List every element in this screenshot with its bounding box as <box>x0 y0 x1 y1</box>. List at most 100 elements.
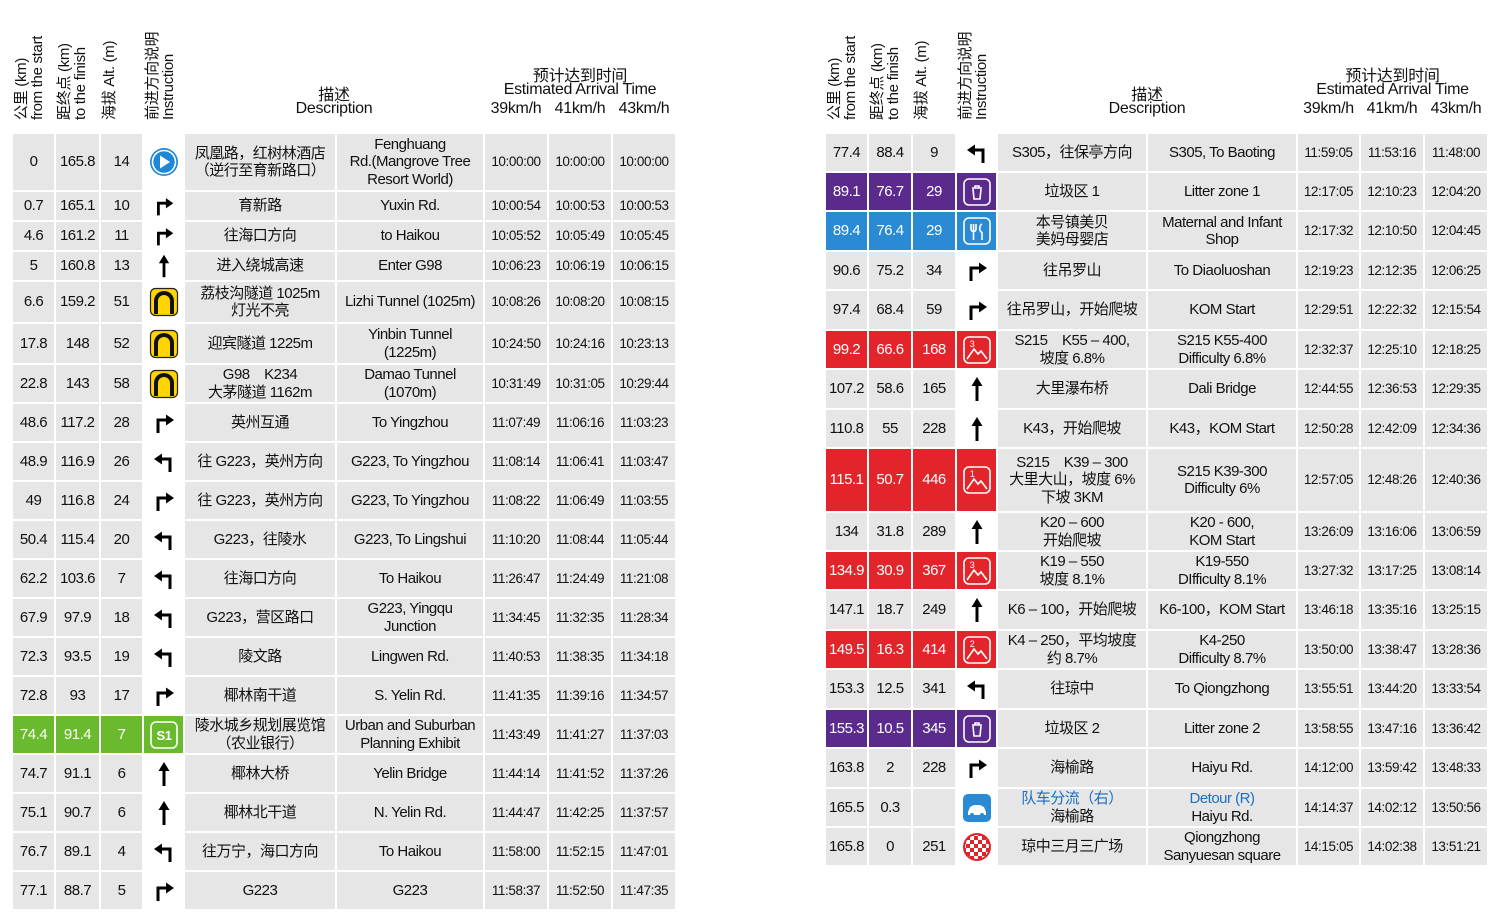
cell: G223, Yingqu Junction <box>337 599 483 636</box>
cell: K19 – 550 坡度 8.1% <box>998 552 1146 589</box>
cell: 58.6 <box>869 370 911 408</box>
icon-part <box>153 453 162 464</box>
arrival-time: 10:31:05 <box>555 375 605 391</box>
cell: 11:58:37 <box>485 872 547 909</box>
icon-part <box>160 535 171 550</box>
km: 4.6 <box>23 227 44 245</box>
icon-right <box>969 301 987 320</box>
description-cn: K20 – 600 开始爬坡 <box>1040 514 1104 549</box>
icon-left <box>153 453 171 472</box>
cell: 往万宁，海口方向 <box>185 833 335 870</box>
arrival-time: 11:38:35 <box>555 648 605 664</box>
arrival-time: 11:58:37 <box>491 882 541 898</box>
arrival-time: 13:55:51 <box>1303 681 1354 697</box>
icon-part <box>969 223 983 240</box>
cell: 11:37:26 <box>613 755 675 792</box>
to_finish: 88.4 <box>876 143 904 161</box>
cell: K19-550 DIfficulty 8.1% <box>1148 552 1296 589</box>
cell: 165.5 <box>826 789 867 826</box>
cell: G223, To Lingshui <box>337 521 483 558</box>
cell: 52 <box>101 324 142 363</box>
cell: 往吊罗山 <box>998 252 1146 289</box>
cell: 11:03:55 <box>613 482 675 519</box>
cell: 66.6 <box>869 331 911 368</box>
cell: 159.2 <box>56 282 99 322</box>
cell: 6 <box>101 755 142 792</box>
arrival-time: 13:17:25 <box>1367 562 1417 578</box>
cell: 11:40:53 <box>485 638 547 675</box>
icon-part <box>153 648 162 659</box>
description-cn: S215 K55 – 400, 坡度 6.8% <box>1014 332 1130 367</box>
cell: 93.5 <box>56 638 99 675</box>
cell <box>144 638 183 675</box>
cell <box>957 749 996 787</box>
cell: 10:00:53 <box>613 192 675 220</box>
header-alt: 海拔 Alt. (m) <box>913 8 954 120</box>
cell: 4.6 <box>13 222 54 250</box>
description-en: Damao Tunnel (1070m) <box>364 366 456 401</box>
alt: 10 <box>113 197 130 215</box>
description-en: To Haikou <box>378 842 442 860</box>
cell: 77.4 <box>826 134 867 171</box>
cell: 12:17:05 <box>1298 173 1359 210</box>
cell <box>144 599 183 636</box>
description-en: K6-100，KOM Start <box>1159 601 1285 619</box>
arrival-time: 12:06:25 <box>1431 262 1481 278</box>
cell: 72.8 <box>13 677 54 714</box>
cell: 10:00:00 <box>613 134 675 190</box>
cell <box>957 591 996 629</box>
cell: 11:37:03 <box>613 716 675 753</box>
cell: 椰林大桥 <box>185 755 335 792</box>
cell: K6 – 100，开始爬坡 <box>998 591 1146 629</box>
cell: 67.9 <box>13 599 54 636</box>
cell <box>957 789 996 826</box>
cell: 48.6 <box>13 404 54 441</box>
km: 115.1 <box>829 471 864 489</box>
icon-litter <box>962 714 991 743</box>
cell: 12:22:32 <box>1361 291 1423 329</box>
cell: 75.2 <box>869 252 911 289</box>
cell: 11:47:35 <box>613 872 675 909</box>
description-cn: K4 – 250，平均坡度 约 8.7% <box>1007 632 1137 667</box>
description-cn: 描述 <box>1131 87 1163 104</box>
cell: 进入绕城高速 <box>185 252 335 280</box>
cell: 345 <box>913 710 955 747</box>
icon-part <box>159 155 170 169</box>
icon-part <box>973 684 984 699</box>
description-cn: 琼中三月三广场 <box>1021 837 1123 855</box>
cell: 414 <box>913 631 955 668</box>
cell: 68.4 <box>869 291 911 329</box>
cell: 31.8 <box>869 513 911 550</box>
icon-part <box>971 184 982 200</box>
header-to_finish: 距终点 (km) to the finish <box>869 8 910 120</box>
cell: 1 <box>957 449 996 511</box>
to_finish: 16.3 <box>876 640 904 658</box>
arrival-time: 13:33:54 <box>1431 681 1481 697</box>
header-instruction: 前进方向说明 Instruction <box>957 8 995 120</box>
km: 74.4 <box>19 725 48 743</box>
cell: 103.6 <box>56 560 99 597</box>
icon-part <box>965 347 988 359</box>
to_finish: 116.8 <box>60 491 95 509</box>
to_finish: 31.8 <box>876 522 904 540</box>
alt: 26 <box>113 452 130 470</box>
km: 17.8 <box>19 334 48 352</box>
description-en: G223, Yingqu Junction <box>367 600 453 635</box>
description-en: Description <box>1108 100 1186 117</box>
cell: 168 <box>913 331 955 368</box>
cell: 89.1 <box>826 173 867 210</box>
description-en: G223, To Yingzhou <box>351 491 470 509</box>
cell: 134 <box>826 513 867 550</box>
cell: 446 <box>913 449 955 511</box>
arrival-en: Estimated Arrival Time <box>503 81 657 98</box>
alt: 7 <box>117 725 126 743</box>
icon-part: 3 <box>969 560 974 570</box>
alt: 251 <box>922 837 946 855</box>
arrival-time: 11:44:14 <box>491 765 541 781</box>
cell: 116.9 <box>56 443 99 480</box>
cell: N. Yelin Rd. <box>337 794 483 831</box>
description-cn: 凤凰路，红树林酒店 （逆行至育新路口） <box>194 144 326 179</box>
cell: 大里瀑布桥 <box>998 370 1146 408</box>
alt: 58 <box>113 374 130 392</box>
icon-part <box>971 416 982 426</box>
